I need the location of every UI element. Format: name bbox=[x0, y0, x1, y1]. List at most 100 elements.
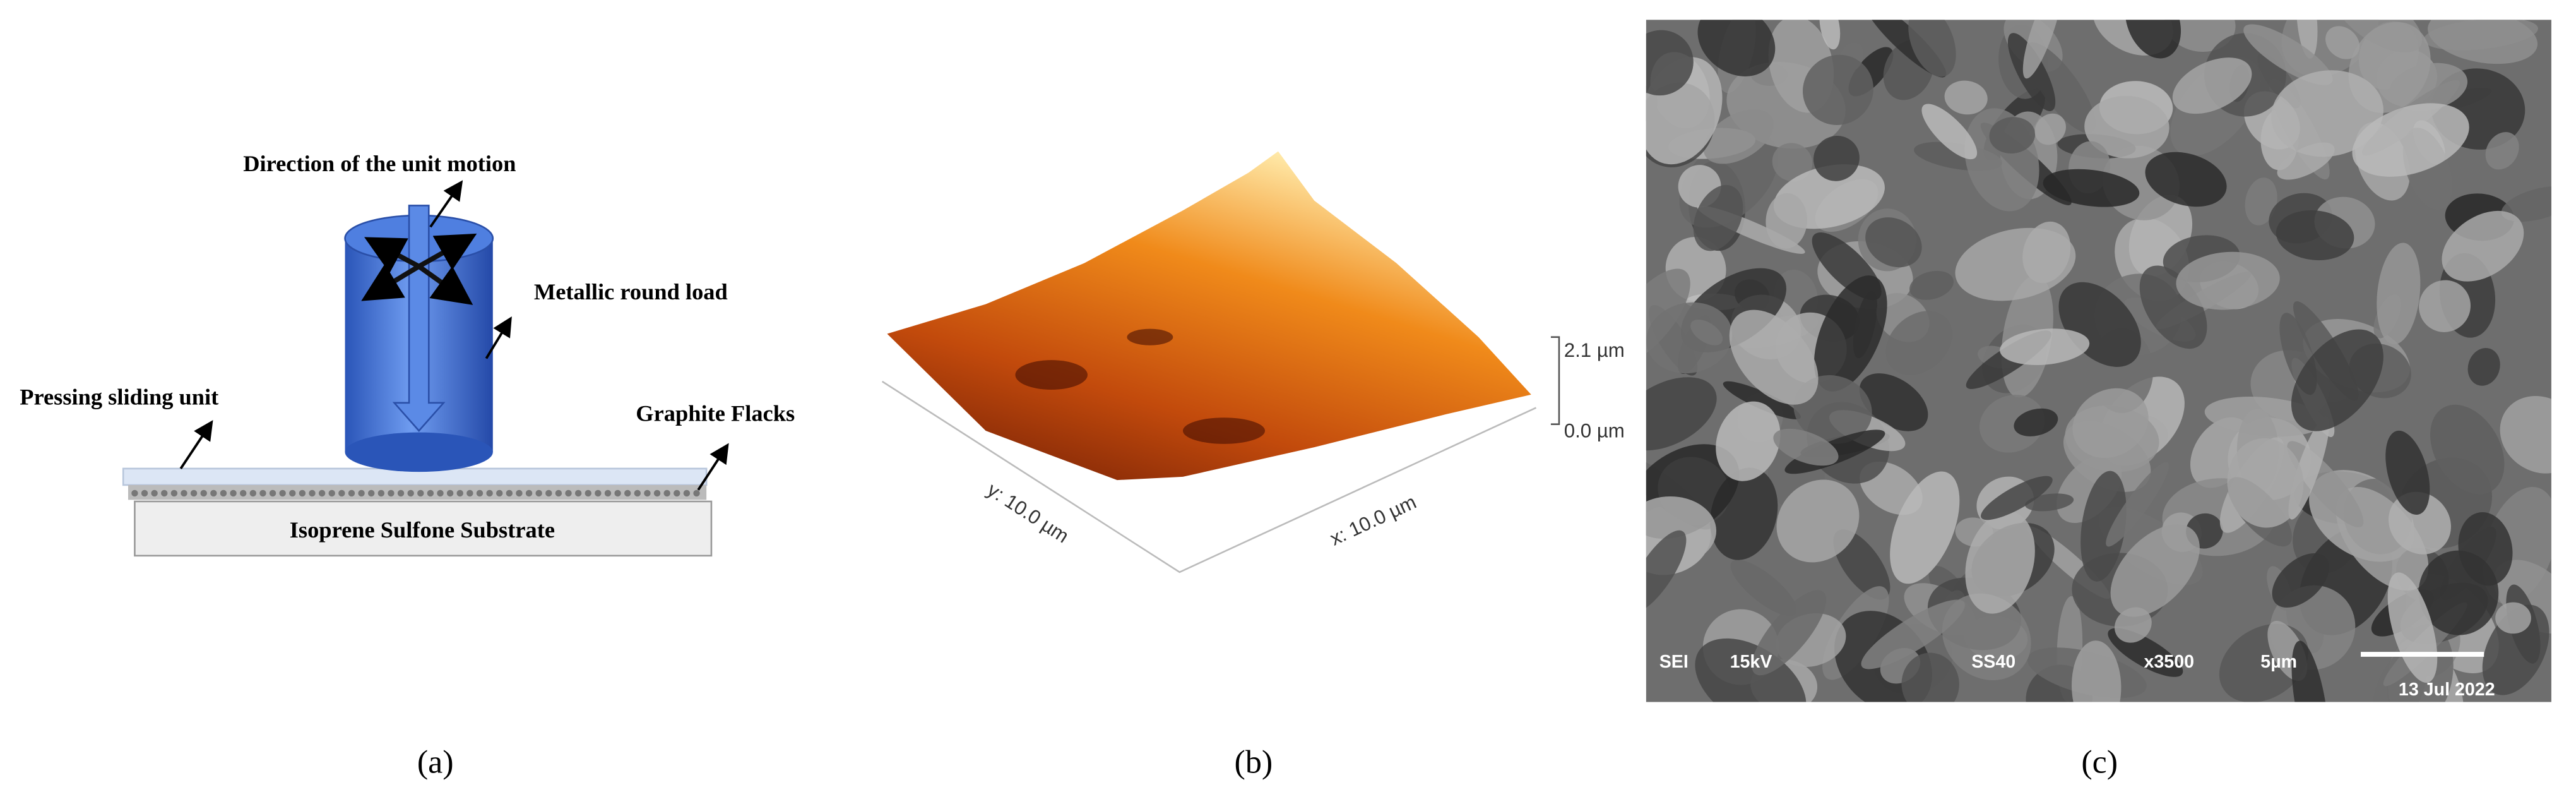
flake bbox=[565, 489, 572, 497]
flake bbox=[377, 489, 385, 497]
panel-label: (b) bbox=[1235, 744, 1273, 780]
flake bbox=[486, 489, 493, 497]
grain bbox=[1908, 20, 1956, 77]
flake bbox=[249, 489, 257, 497]
grain bbox=[2080, 471, 2127, 582]
grain bbox=[1697, 20, 1776, 76]
grain bbox=[2352, 103, 2469, 177]
flake bbox=[476, 489, 484, 497]
grain bbox=[2325, 26, 2360, 59]
sem-info: 13 Jul 2022 bbox=[2399, 680, 2495, 700]
flake bbox=[397, 489, 405, 497]
grain bbox=[1965, 511, 2035, 614]
grain bbox=[1901, 652, 1959, 702]
grain bbox=[2458, 512, 2513, 586]
grain bbox=[2110, 524, 2200, 617]
flake bbox=[585, 489, 591, 497]
grain bbox=[2419, 280, 2471, 332]
grain bbox=[2014, 408, 2058, 436]
z-scale bbox=[1550, 336, 1560, 425]
grain bbox=[1646, 530, 1687, 613]
grain bbox=[1819, 20, 1841, 50]
z-label: 2.1 µm bbox=[1564, 339, 1625, 361]
grain bbox=[1859, 373, 1928, 431]
flake bbox=[181, 489, 187, 497]
flake bbox=[663, 489, 670, 497]
grain bbox=[2000, 328, 2090, 365]
flake bbox=[388, 489, 395, 497]
grain bbox=[2501, 186, 2551, 222]
grain bbox=[2442, 210, 2524, 282]
flake bbox=[318, 489, 326, 497]
motion-arrow bbox=[392, 205, 446, 433]
flake bbox=[200, 489, 207, 497]
annotation: Direction of the unit motion bbox=[243, 151, 516, 176]
grain bbox=[1865, 217, 1922, 268]
grain bbox=[2245, 177, 2277, 225]
grain bbox=[1861, 599, 1965, 669]
flake bbox=[417, 489, 424, 497]
grain bbox=[1890, 471, 1960, 584]
grain bbox=[1766, 193, 1807, 249]
sem-texture bbox=[1646, 20, 2551, 702]
grain bbox=[1703, 109, 1774, 164]
flake bbox=[259, 489, 266, 497]
flake bbox=[239, 489, 247, 497]
grain bbox=[2291, 640, 2329, 702]
grain bbox=[1813, 136, 1860, 181]
flake bbox=[279, 489, 286, 497]
grain bbox=[2291, 329, 2383, 431]
flake bbox=[595, 489, 602, 497]
flake bbox=[289, 489, 296, 497]
grain bbox=[1921, 104, 1978, 160]
flake bbox=[555, 489, 562, 497]
grain bbox=[1773, 428, 1839, 466]
flake bbox=[151, 489, 158, 497]
flake bbox=[348, 489, 355, 497]
grain bbox=[2072, 388, 2149, 459]
grain bbox=[2276, 210, 2354, 261]
flake bbox=[446, 489, 454, 497]
flake bbox=[644, 489, 651, 497]
grain bbox=[1646, 377, 1717, 451]
flake bbox=[299, 489, 306, 497]
grain bbox=[2500, 395, 2551, 474]
panel-label: (c) bbox=[2081, 744, 2118, 780]
z-label: 0.0 µm bbox=[1564, 419, 1625, 441]
grain bbox=[1833, 529, 1890, 600]
flake bbox=[674, 489, 680, 497]
grain bbox=[2296, 20, 2318, 59]
grain bbox=[1729, 309, 1819, 405]
grain bbox=[1730, 560, 1797, 616]
axis-label: y: 10.0 µm bbox=[983, 478, 1073, 547]
grain bbox=[2125, 20, 2181, 59]
flake bbox=[624, 489, 631, 497]
flake bbox=[141, 489, 148, 497]
grain bbox=[1944, 80, 1988, 115]
grain bbox=[2034, 113, 2066, 145]
grain bbox=[2072, 640, 2122, 702]
grain bbox=[2145, 152, 2227, 207]
flake bbox=[170, 489, 178, 497]
flake bbox=[683, 489, 691, 497]
flake bbox=[210, 489, 217, 497]
grain bbox=[1646, 30, 1694, 96]
flake bbox=[220, 489, 227, 497]
sem-info: 5µm bbox=[2260, 652, 2297, 672]
grain bbox=[1772, 143, 1813, 182]
panel-b: 2.1 µm 0.0 µm y: 10.0 µm x: 10.0 µm bbox=[881, 151, 1625, 573]
panel-c: SEI 15kV SS40 x3500 5µm 13 Jul 2022 bbox=[1646, 20, 2551, 702]
flake bbox=[525, 489, 533, 497]
grain bbox=[2428, 20, 2538, 64]
grain bbox=[1803, 54, 1873, 125]
grain bbox=[1979, 395, 2045, 453]
flake bbox=[338, 489, 345, 497]
flake bbox=[634, 489, 641, 497]
grain bbox=[2022, 221, 2071, 284]
grain bbox=[2043, 169, 2140, 207]
flake bbox=[574, 489, 582, 497]
annotation: Pressing sliding unit bbox=[20, 384, 218, 409]
grain bbox=[2377, 243, 2421, 345]
grain bbox=[2271, 70, 2383, 157]
